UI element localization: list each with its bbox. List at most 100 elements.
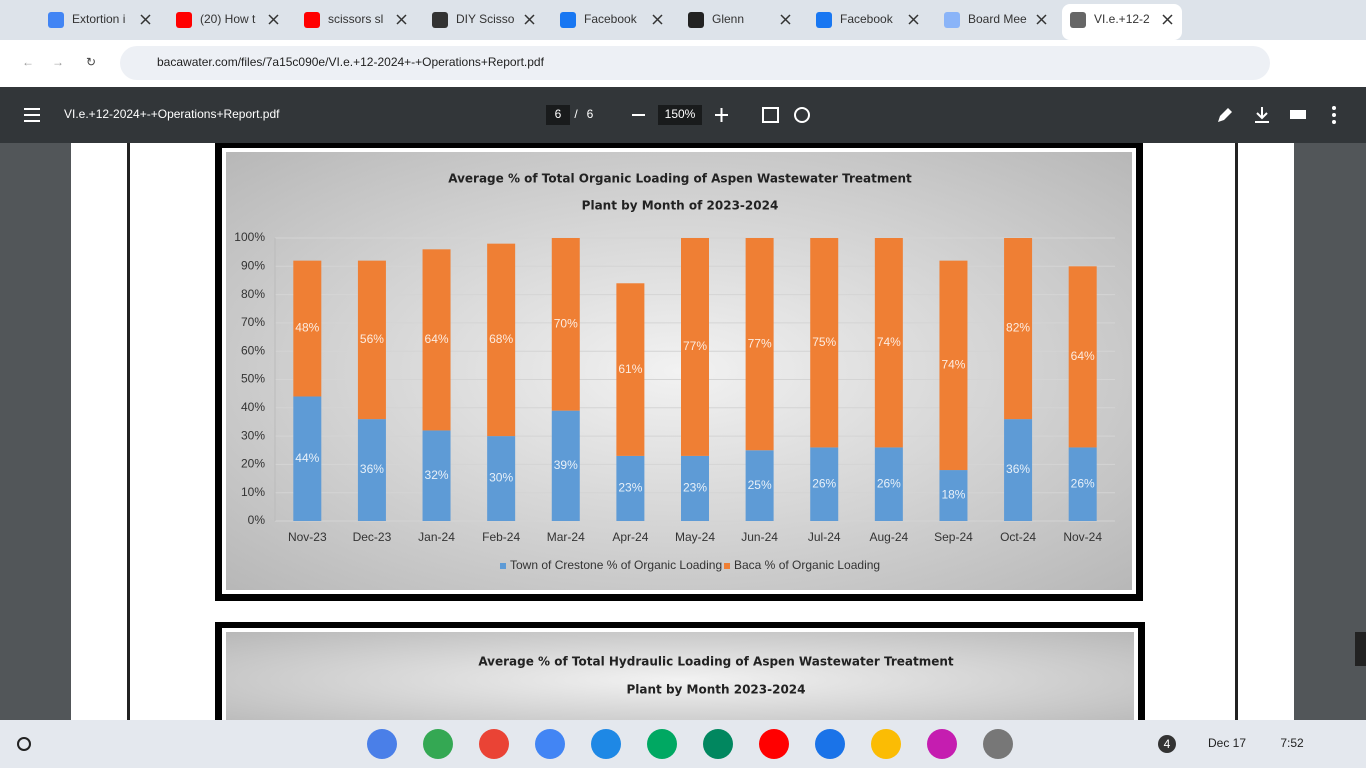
annotate-icon[interactable]: [1218, 108, 1232, 122]
download-icon[interactable]: [1255, 107, 1269, 123]
tab-close[interactable]: [1162, 14, 1173, 25]
url[interactable]: bacawater.com/files/7a15c090e/VI.e.+12-2…: [157, 55, 545, 69]
app-icon[interactable]: [927, 729, 957, 759]
chart-title: Plant by Month of 2023-2024: [582, 199, 779, 213]
tab-title[interactable]: Glenn: [712, 12, 744, 26]
reload[interactable]: ↻: [86, 55, 96, 69]
bar-segment: [293, 260, 322, 397]
tab-icon[interactable]: [944, 12, 960, 28]
tab-close[interactable]: [524, 14, 535, 25]
tab-close[interactable]: [268, 14, 279, 25]
tab-icon[interactable]: [688, 12, 704, 28]
app-icon[interactable]: [703, 729, 733, 759]
tab-icon[interactable]: [560, 12, 576, 28]
tab-close[interactable]: [140, 14, 151, 25]
app-icon[interactable]: [983, 729, 1013, 759]
bar-segment: [810, 238, 839, 448]
bar-segment: [551, 238, 580, 411]
bar-segment: [1068, 266, 1097, 448]
data-label: 30%: [489, 471, 513, 485]
zoom-box[interactable]: [658, 105, 702, 125]
tab-icon[interactable]: [304, 12, 320, 28]
app-icon[interactable]: [815, 729, 845, 759]
menu-icon[interactable]: [24, 108, 40, 122]
x-tick-label: Oct-24: [1000, 530, 1036, 544]
more-icon[interactable]: [1332, 106, 1336, 124]
app-icon[interactable]: [759, 729, 789, 759]
bar-segment: [745, 450, 774, 521]
tab-title[interactable]: Extortion i: [72, 12, 125, 26]
fit-icon[interactable]: [762, 107, 779, 123]
data-label: 77%: [683, 339, 707, 353]
tab-icon[interactable]: [816, 12, 832, 28]
app-icon[interactable]: [479, 729, 509, 759]
bar-segment: [939, 260, 968, 471]
tab-icon[interactable]: [48, 12, 64, 28]
data-label: 77%: [748, 336, 772, 350]
notification-count[interactable]: 4: [1164, 737, 1171, 751]
tab-close[interactable]: [780, 14, 791, 25]
x-tick-label: Jul-24: [808, 530, 841, 544]
rotate-icon[interactable]: [794, 107, 810, 123]
y-tick-label: 50%: [241, 372, 265, 386]
zoom[interactable]: 150%: [665, 107, 696, 121]
tab-icon[interactable]: [176, 12, 192, 28]
tab-title[interactable]: Facebook: [584, 12, 638, 26]
tab-close[interactable]: [396, 14, 407, 25]
time[interactable]: 7:52: [1280, 736, 1304, 750]
tab-title[interactable]: DIY Scisso: [456, 12, 515, 26]
back[interactable]: ←: [22, 55, 34, 69]
y-tick-label: 30%: [241, 428, 265, 442]
forward[interactable]: →: [52, 55, 64, 69]
badge[interactable]: [1158, 735, 1176, 753]
date[interactable]: Dec 17: [1208, 736, 1246, 750]
legend-swatch: [724, 563, 730, 569]
print-icon[interactable]: [1290, 110, 1306, 119]
app-icon[interactable]: [367, 729, 397, 759]
data-label: 70%: [554, 316, 578, 330]
chart-area: [226, 632, 1134, 728]
tab-title[interactable]: (20) How t: [200, 12, 256, 26]
bar-segment: [745, 238, 774, 451]
page-rule: [127, 143, 130, 720]
zoom-in[interactable]: [715, 108, 728, 122]
tab-close[interactable]: [908, 14, 919, 25]
app-icon[interactable]: [871, 729, 901, 759]
bar-segment: [422, 249, 451, 431]
x-tick-label: Jun-24: [741, 530, 778, 544]
tab-close[interactable]: [652, 14, 663, 25]
y-tick-label: 10%: [241, 485, 265, 499]
omnibox[interactable]: [120, 46, 1270, 80]
data-label: 36%: [360, 462, 384, 476]
tab-icon[interactable]: [1070, 12, 1086, 28]
tab-icon[interactable]: [432, 12, 448, 28]
app-icon[interactable]: [591, 729, 621, 759]
tab-title[interactable]: scissors sl: [328, 12, 383, 26]
app-icon[interactable]: [535, 729, 565, 759]
bar-segment: [1004, 238, 1033, 420]
tab-title[interactable]: VI.e.+12-2: [1094, 12, 1150, 26]
legend-label: Baca % of Organic Loading: [734, 558, 880, 572]
active-tab[interactable]: [1062, 4, 1182, 40]
page-box[interactable]: [546, 105, 570, 125]
launcher[interactable]: [17, 737, 31, 751]
app-icons: [367, 729, 1013, 759]
app-icon[interactable]: [647, 729, 677, 759]
app-icon[interactable]: [423, 729, 453, 759]
x-tick-label: Mar-24: [547, 530, 585, 544]
scrollbar[interactable]: [1355, 632, 1366, 666]
bar-segment: [939, 470, 968, 521]
data-label: 61%: [618, 362, 642, 376]
page-separator: /: [574, 107, 578, 121]
tab-close[interactable]: [1036, 14, 1047, 25]
page-number[interactable]: 6: [555, 107, 562, 121]
x-tick-label: May-24: [675, 530, 715, 544]
x-tick-label: Apr-24: [612, 530, 648, 544]
tab-title[interactable]: Board Mee: [968, 12, 1027, 26]
tab-title[interactable]: Facebook: [840, 12, 894, 26]
bar-segment: [1004, 419, 1033, 521]
data-label: 44%: [295, 451, 319, 465]
page-rule: [1235, 143, 1238, 720]
